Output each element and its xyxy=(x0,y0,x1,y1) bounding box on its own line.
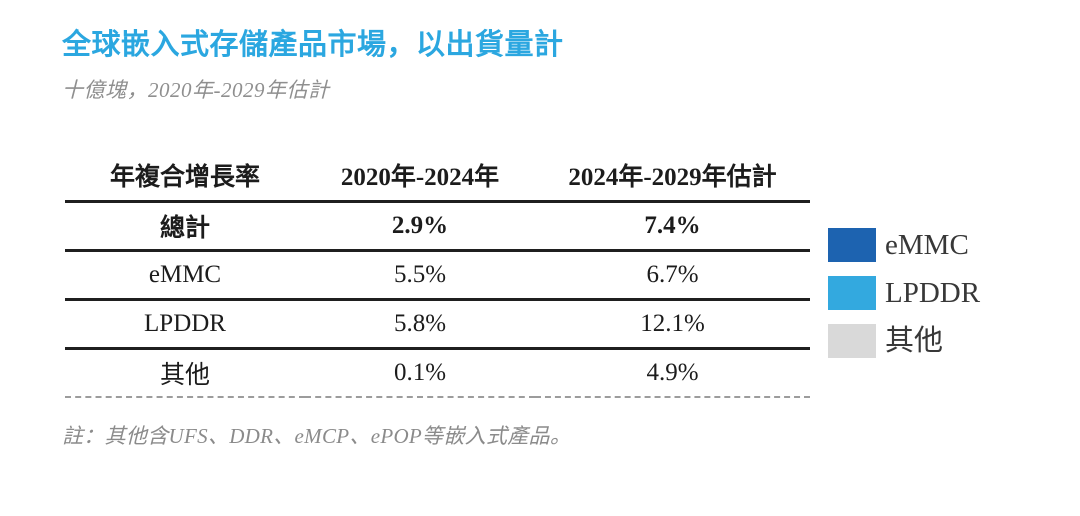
legend-label-lpddr: LPDDR xyxy=(885,276,981,309)
row-label-emmc: eMMC xyxy=(65,250,305,301)
legend-label-emmc: eMMC xyxy=(885,228,969,261)
column-header-2024-2029-estimate: 2024年-2029年估計 xyxy=(535,150,810,203)
others-cagr-2024-2029: 4.9% xyxy=(535,348,810,398)
chart-legend: eMMC LPDDR 其他 xyxy=(828,228,980,358)
column-header-2020-2024: 2020年-2024年 xyxy=(305,150,535,203)
table-header-row: 年複合增長率 2020年-2024年 2024年-2029年估計 xyxy=(65,150,810,203)
emmc-cagr-2024-2029: 6.7% xyxy=(535,250,810,301)
row-label-total: 總計 xyxy=(65,201,305,252)
page-title: 全球嵌入式存儲產品市場，以出貨量計 xyxy=(62,29,564,61)
total-cagr-2020-2024: 2.9% xyxy=(305,201,535,252)
legend-item-emmc: eMMC xyxy=(828,228,980,262)
total-cagr-2024-2029: 7.4% xyxy=(535,201,810,252)
table-row-others: 其他 0.1% 4.9% xyxy=(65,348,810,398)
others-color-swatch xyxy=(828,324,876,358)
row-label-lpddr: LPDDR xyxy=(65,299,305,350)
row-label-others: 其他 xyxy=(65,348,305,398)
emmc-color-swatch xyxy=(828,228,876,262)
emmc-cagr-2020-2024: 5.5% xyxy=(305,250,535,301)
others-cagr-2020-2024: 0.1% xyxy=(305,348,535,398)
legend-label-others: 其他 xyxy=(885,324,944,357)
table-row-lpddr: LPDDR 5.8% 12.1% xyxy=(65,299,810,350)
table-row-emmc: eMMC 5.5% 6.7% xyxy=(65,250,810,301)
page-subtitle: 十億塊，2020年-2029年估計 xyxy=(62,78,330,102)
legend-item-lpddr: LPDDR xyxy=(828,276,980,310)
cagr-table: 年複合增長率 2020年-2024年 2024年-2029年估計 總計 2.9%… xyxy=(65,150,810,398)
column-header-cagr: 年複合增長率 xyxy=(65,150,305,203)
footnote: 註：其他含UFS、DDR、eMCP、ePOP等嵌入式產品。 xyxy=(62,424,572,448)
lpddr-color-swatch xyxy=(828,276,876,310)
table-row-total: 總計 2.9% 7.4% xyxy=(65,201,810,252)
lpddr-cagr-2024-2029: 12.1% xyxy=(535,299,810,350)
lpddr-cagr-2020-2024: 5.8% xyxy=(305,299,535,350)
legend-item-others: 其他 xyxy=(828,324,980,358)
